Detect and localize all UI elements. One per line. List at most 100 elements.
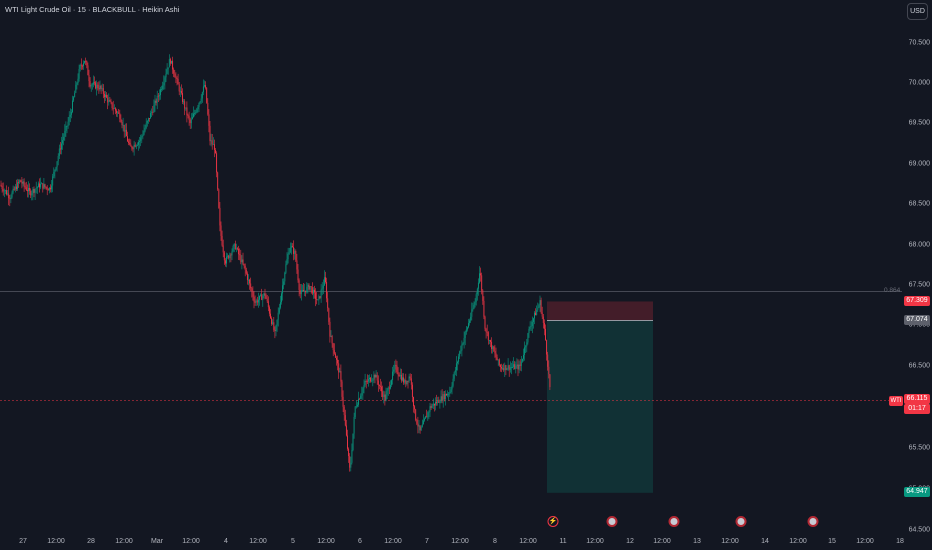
candle-body <box>259 295 260 300</box>
candle-body <box>494 351 496 354</box>
candle-body <box>315 292 317 299</box>
entry-price-label: 67.074 <box>904 315 930 325</box>
candle-body <box>480 273 482 276</box>
candle-body <box>305 290 307 293</box>
candle-body <box>57 155 59 162</box>
us-flag-icon[interactable] <box>606 516 618 527</box>
candle-body <box>268 307 270 314</box>
take-profit-zone <box>547 320 653 493</box>
candle-body <box>479 273 480 283</box>
candle-body <box>404 380 406 383</box>
candle-body <box>278 307 280 313</box>
candle-body <box>422 420 424 425</box>
candle-body <box>58 148 60 156</box>
candle-body <box>276 319 278 326</box>
candle-body <box>36 187 38 189</box>
candle-body <box>417 423 419 427</box>
candle-body <box>372 379 374 381</box>
candle-body <box>461 344 463 351</box>
candle-body <box>250 283 252 289</box>
time-tick: 12:00 <box>721 538 739 545</box>
candle-body <box>454 370 456 373</box>
candle-body <box>376 374 378 381</box>
candle-body <box>354 406 356 418</box>
candle-body <box>342 396 344 407</box>
candle-body <box>76 83 78 85</box>
candle-body <box>125 129 127 137</box>
candle-body <box>160 89 161 96</box>
candle-body <box>391 380 392 385</box>
candle-body <box>340 371 342 382</box>
candle-body <box>267 301 269 308</box>
candle-body <box>350 462 352 468</box>
chart-area[interactable]: WTI Light Crude Oil · 15 · BLACKBULL · H… <box>0 0 903 530</box>
candle-body <box>50 187 51 190</box>
candle-body <box>400 374 402 381</box>
candle-body <box>512 366 513 368</box>
candle-body <box>127 136 128 142</box>
time-axis[interactable]: 27 12:00 28 12:00 Mar 12:00 4 12:00 5 12:00 6 12:00… <box>0 530 932 550</box>
candle-body <box>481 275 483 291</box>
candle-body <box>356 404 358 407</box>
candle-body <box>131 146 133 149</box>
candle-body <box>441 396 443 401</box>
candle-body <box>469 320 471 324</box>
currency-button[interactable]: USD <box>907 3 928 20</box>
candle-body <box>48 187 50 191</box>
candle-body <box>396 365 398 373</box>
candle-body <box>490 340 491 342</box>
time-tick: 27 <box>19 538 27 545</box>
candle-body <box>458 356 460 362</box>
candle-body <box>510 367 512 368</box>
candle-body <box>437 399 439 404</box>
candle-body <box>475 294 477 302</box>
us-flag-icon[interactable] <box>668 516 680 527</box>
candle-body <box>12 188 14 193</box>
candle-body <box>256 300 258 303</box>
candle-body <box>74 92 76 98</box>
candle-body <box>439 402 441 404</box>
candle-body <box>24 185 26 188</box>
candle-body <box>86 61 88 66</box>
price-tick: 64.500 <box>908 526 930 534</box>
candle-body <box>109 100 111 102</box>
candle-body <box>308 284 310 290</box>
candle-body <box>156 95 158 103</box>
bolt-icon[interactable]: ⚡ <box>547 516 559 527</box>
candle-body <box>486 331 488 333</box>
candle-body <box>136 144 138 146</box>
candle-body <box>0 184 2 187</box>
candle-body <box>176 77 178 79</box>
candle-body <box>168 59 170 68</box>
price-tick: 67.000 <box>908 321 930 329</box>
candle-body <box>228 255 230 259</box>
candle-body <box>196 109 198 113</box>
price-tick: 65.500 <box>908 444 930 452</box>
candle-body <box>25 187 27 191</box>
us-flag-icon[interactable] <box>735 516 747 527</box>
candle-body <box>279 302 281 308</box>
candle-body <box>122 124 124 126</box>
candle-body <box>453 372 455 379</box>
candle-body <box>366 381 368 383</box>
candle-body <box>470 316 472 321</box>
candle-body <box>63 136 65 141</box>
chart-title[interactable]: WTI Light Crude Oil · 15 · BLACKBULL · H… <box>5 5 180 14</box>
candle-body <box>427 412 429 418</box>
candle-body <box>344 415 346 426</box>
candle-body <box>360 395 362 399</box>
time-tick: 12:00 <box>182 538 200 545</box>
candle-body <box>284 272 286 282</box>
candle-body <box>487 332 489 341</box>
price-chart[interactable] <box>0 0 902 530</box>
candle-body <box>408 376 410 382</box>
candle-body <box>128 141 130 143</box>
candle-body <box>89 81 91 87</box>
candle-body <box>3 190 5 192</box>
us-flag-icon[interactable] <box>807 516 819 527</box>
price-axis[interactable]: USD 70.500 70.000 69.500 69.000 68.500 68.000… <box>902 0 932 534</box>
candle-body <box>402 377 403 381</box>
candle-body <box>373 374 375 380</box>
candle-body <box>191 116 193 120</box>
candle-body <box>275 325 277 332</box>
